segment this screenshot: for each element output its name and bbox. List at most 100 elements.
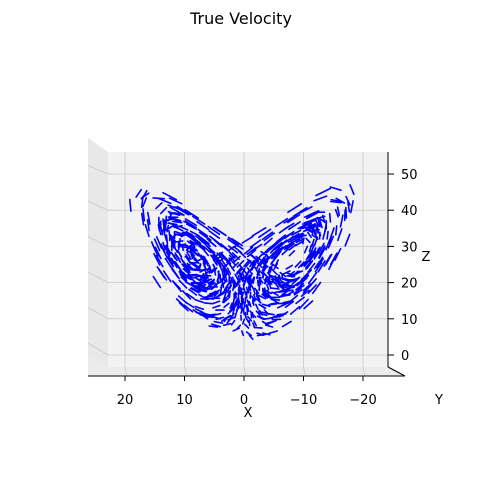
- velocity-arrow: [243, 323, 250, 329]
- velocity-arrow: [184, 218, 198, 227]
- velocity-arrow: [318, 242, 325, 255]
- z-tick-label: 20: [401, 277, 418, 292]
- velocity-arrow: [186, 240, 196, 246]
- velocity-arrow: [253, 293, 257, 301]
- velocity-arrow: [204, 268, 208, 276]
- velocity-arrow: [327, 235, 335, 249]
- velocity-arrow: [269, 242, 279, 250]
- velocity-arrow: [222, 294, 227, 301]
- velocity-arrow: [329, 186, 342, 191]
- velocity-arrow: [199, 276, 209, 279]
- velocity-arrow: [328, 212, 332, 223]
- velocity-arrow: [232, 241, 244, 250]
- velocity-arrow: [210, 284, 217, 291]
- velocity-arrow: [261, 266, 268, 274]
- velocity-arrow: [323, 254, 332, 268]
- velocity-arrow: [307, 224, 318, 229]
- velocity-arrow: [268, 330, 279, 335]
- quiver-arrows: [129, 184, 355, 341]
- velocity-arrow: [178, 243, 187, 246]
- velocity-arrow: [306, 231, 313, 239]
- velocity-arrow: [203, 262, 207, 269]
- velocity-arrow: [278, 274, 282, 282]
- velocity-arrow: [328, 257, 336, 271]
- velocity-arrow: [226, 267, 232, 275]
- velocity-arrow: [305, 262, 312, 270]
- x-axis-label: X: [244, 406, 253, 421]
- velocity-arrow: [257, 228, 272, 239]
- velocity-arrow: [194, 305, 205, 311]
- velocity-arrow: [218, 278, 225, 284]
- velocity-arrow: [234, 297, 239, 305]
- velocity-arrow: [298, 298, 309, 310]
- velocity-arrow: [146, 219, 150, 232]
- velocity-arrow: [294, 240, 304, 247]
- velocity-arrow: [287, 203, 303, 214]
- x-tick-label: 0: [240, 393, 248, 408]
- z-gridline-side: [87, 342, 109, 356]
- velocity-arrow: [214, 258, 221, 266]
- velocity-arrow: [223, 297, 230, 304]
- velocity-arrow: [303, 245, 309, 254]
- velocity-arrow: [250, 295, 256, 302]
- velocity-arrow: [196, 220, 210, 231]
- velocity-arrow: [193, 251, 201, 257]
- velocity-arrow: [290, 229, 302, 236]
- velocity-arrow: [171, 220, 183, 224]
- velocity-arrow: [185, 292, 195, 300]
- velocity-arrow: [347, 201, 351, 213]
- velocity-arrow: [274, 217, 289, 228]
- velocity-arrow: [151, 243, 159, 257]
- velocity-arrow: [221, 259, 227, 268]
- velocity-arrow: [175, 298, 186, 308]
- z-tick-label: 0: [401, 349, 409, 364]
- velocity-arrow: [238, 250, 247, 259]
- velocity-arrow: [305, 219, 317, 226]
- velocity-arrow: [313, 195, 328, 202]
- velocity-arrow: [177, 295, 188, 305]
- velocity-arrow: [166, 256, 175, 268]
- velocity-arrow: [255, 260, 263, 269]
- velocity-arrow: [218, 291, 226, 297]
- velocity-arrow: [169, 206, 184, 216]
- velocity-arrow: [305, 212, 318, 220]
- velocity-arrow: [171, 268, 179, 279]
- velocity-arrow: [310, 251, 317, 260]
- velocity-arrow: [220, 282, 224, 289]
- velocity-arrow: [288, 221, 301, 231]
- velocity-arrow: [286, 213, 301, 224]
- velocity-arrow: [261, 303, 271, 308]
- velocity-arrow: [339, 214, 344, 228]
- velocity-arrow: [322, 228, 327, 240]
- x-tick-label: −20: [349, 393, 376, 408]
- velocity-arrow: [222, 322, 232, 327]
- velocity-arrow: [273, 262, 279, 270]
- velocity-arrow: [191, 236, 201, 244]
- velocity-arrow: [251, 311, 255, 319]
- velocity-arrow: [245, 316, 250, 323]
- velocity-arrow: [317, 247, 325, 259]
- velocity-arrow: [178, 266, 186, 277]
- velocity-arrow: [190, 245, 198, 252]
- velocity-arrow: [208, 325, 219, 328]
- velocity-arrow: [237, 278, 242, 286]
- velocity-arrow: [263, 237, 273, 246]
- velocity-arrow: [349, 200, 354, 214]
- velocity-arrow: [266, 278, 270, 286]
- velocity-arrow: [300, 289, 310, 297]
- velocity-arrow: [284, 241, 293, 249]
- velocity-arrow: [249, 259, 255, 268]
- velocity-arrow: [304, 269, 313, 277]
- velocity-arrow: [203, 302, 214, 305]
- x-gridline-floor: [124, 366, 128, 377]
- axes-grid: [87, 152, 388, 377]
- velocity-arrow: [311, 281, 322, 295]
- velocity-arrow: [213, 289, 221, 295]
- velocity-arrow: [275, 234, 287, 243]
- velocity-arrow: [263, 232, 276, 242]
- velocity-arrow: [208, 230, 221, 239]
- y-axis-line: [387, 366, 406, 377]
- velocity-arrow: [249, 279, 253, 287]
- z-axis-ticks: 0 10 20 30 40 50: [388, 168, 418, 364]
- velocity-arrow: [278, 225, 290, 234]
